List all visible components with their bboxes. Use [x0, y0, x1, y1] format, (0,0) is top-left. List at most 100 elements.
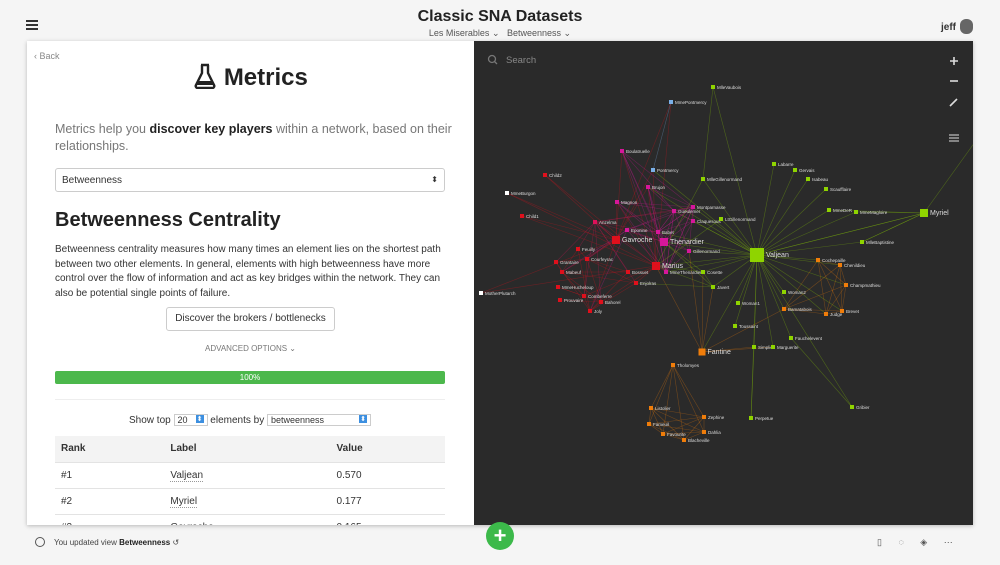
node[interactable]	[599, 300, 603, 304]
node[interactable]	[827, 208, 831, 212]
node[interactable]	[649, 406, 653, 410]
node[interactable]	[691, 205, 695, 209]
node[interactable]	[772, 162, 776, 166]
node[interactable]	[672, 209, 676, 213]
node[interactable]	[840, 309, 844, 313]
node[interactable]	[806, 177, 810, 181]
node[interactable]	[651, 168, 655, 172]
wand-tool[interactable]	[949, 98, 958, 107]
edge	[655, 254, 758, 267]
node[interactable]	[585, 257, 589, 261]
node-label: Cochepaille	[822, 258, 846, 263]
node[interactable]	[625, 228, 629, 232]
node[interactable]	[656, 230, 660, 234]
node[interactable]	[593, 220, 597, 224]
user-name[interactable]: jeff	[941, 22, 956, 33]
search-input[interactable]: Search	[506, 55, 536, 66]
node[interactable]	[620, 149, 624, 153]
node[interactable]	[615, 200, 619, 204]
node[interactable]	[782, 290, 786, 294]
node[interactable]	[750, 248, 764, 262]
node[interactable]	[682, 438, 686, 442]
node[interactable]	[816, 258, 820, 262]
edge	[616, 201, 659, 233]
by-select[interactable]: betweenness ⬍	[266, 414, 371, 426]
settings[interactable]	[949, 134, 959, 142]
node[interactable]	[560, 270, 564, 274]
node[interactable]	[711, 285, 715, 289]
node[interactable]	[702, 430, 706, 434]
node[interactable]	[646, 185, 650, 189]
node[interactable]	[789, 336, 793, 340]
node-label: Boulatruelle	[626, 149, 650, 154]
node[interactable]	[782, 307, 786, 311]
show-text: Show top	[129, 415, 171, 426]
node[interactable]	[556, 285, 560, 289]
node[interactable]	[634, 281, 638, 285]
node[interactable]	[661, 432, 665, 436]
node[interactable]	[701, 177, 705, 181]
node[interactable]	[576, 247, 580, 251]
node[interactable]	[664, 270, 668, 274]
flask-icon	[194, 63, 216, 90]
node-label[interactable]: Myriel	[170, 495, 198, 508]
advanced-options[interactable]: ADVANCED OPTIONS ⌄	[204, 344, 297, 353]
node[interactable]	[687, 249, 691, 253]
node[interactable]	[824, 312, 828, 316]
edge	[650, 407, 685, 441]
avatar[interactable]	[960, 19, 973, 34]
footer-icons[interactable]: ▯ ◌ ◈ ⋯	[877, 537, 953, 547]
node[interactable]	[520, 214, 524, 218]
menu-icon[interactable]	[26, 20, 38, 30]
node[interactable]	[479, 291, 483, 295]
count-select[interactable]: 20 ⬍	[173, 414, 208, 426]
node[interactable]	[702, 415, 706, 419]
metric-select[interactable]: Betweenness ⬍	[55, 168, 445, 192]
node[interactable]	[749, 416, 753, 420]
node[interactable]	[691, 219, 695, 223]
node[interactable]	[652, 262, 660, 270]
status-view[interactable]: Betweenness	[119, 538, 171, 547]
node-label[interactable]: Gavroche	[170, 521, 214, 525]
edge	[583, 295, 591, 312]
node[interactable]	[736, 301, 740, 305]
node[interactable]	[850, 405, 854, 409]
node[interactable]	[844, 283, 848, 287]
breadcrumb[interactable]: Les Miserables	[428, 28, 490, 38]
zoom-in[interactable]	[950, 57, 958, 65]
node[interactable]	[733, 324, 737, 328]
node[interactable]	[582, 294, 586, 298]
discover-button[interactable]: Discover the brokers / bottlenecks	[166, 307, 335, 331]
node[interactable]	[612, 236, 620, 244]
node[interactable]	[701, 270, 705, 274]
node[interactable]	[660, 238, 668, 246]
node[interactable]	[671, 363, 675, 367]
intro-text: within a network, based on their relatio…	[55, 122, 452, 153]
node[interactable]	[719, 217, 723, 221]
node[interactable]	[920, 209, 928, 217]
node[interactable]	[824, 187, 828, 191]
node[interactable]	[752, 345, 756, 349]
node[interactable]	[558, 298, 562, 302]
node[interactable]	[771, 345, 775, 349]
node[interactable]	[711, 85, 715, 89]
node[interactable]	[505, 191, 509, 195]
add-button[interactable]: +	[486, 522, 514, 550]
node[interactable]	[554, 260, 558, 264]
back-link[interactable]: ‹ Back	[34, 51, 60, 61]
node[interactable]	[626, 270, 630, 274]
node-label[interactable]: Valjean	[170, 469, 204, 482]
results-table: Rank Label Value #1 Valjean 0.570 #2 Myriel 0.17…	[55, 436, 445, 525]
node[interactable]	[854, 210, 858, 214]
node[interactable]	[669, 100, 673, 104]
node-label: Courfeyrac	[591, 257, 614, 262]
node[interactable]	[793, 168, 797, 172]
node[interactable]	[698, 348, 706, 356]
node[interactable]	[588, 309, 592, 313]
edge	[663, 210, 675, 243]
node[interactable]	[838, 263, 842, 267]
node[interactable]	[647, 422, 651, 426]
breadcrumb[interactable]: Betweenness	[506, 28, 562, 38]
node[interactable]	[860, 240, 864, 244]
node[interactable]	[543, 173, 547, 177]
